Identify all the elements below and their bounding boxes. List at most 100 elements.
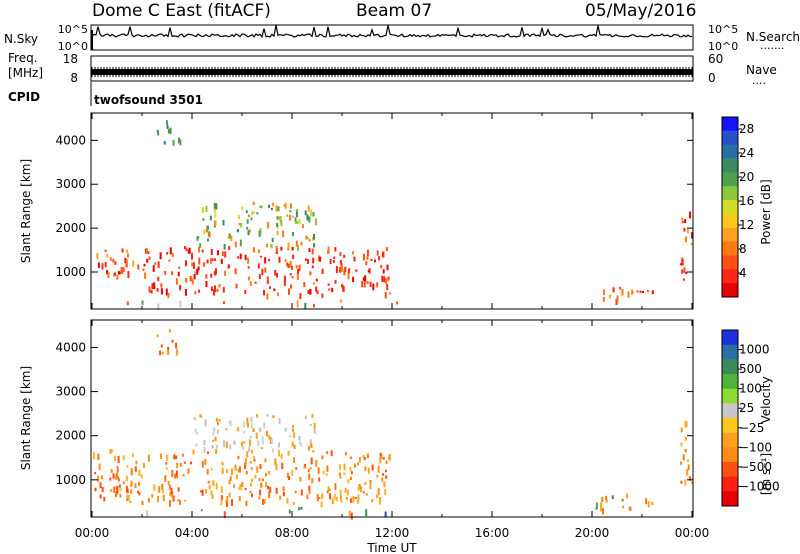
- range-cell: [184, 246, 186, 250]
- range-cell: [176, 476, 179, 479]
- y-tick-label: 1000: [55, 265, 86, 279]
- range-cell: [350, 512, 353, 520]
- range-cell: [626, 493, 628, 499]
- range-cell: [315, 278, 318, 282]
- range-cell: [362, 491, 365, 494]
- range-cell: [151, 283, 154, 289]
- range-cell: [213, 202, 216, 209]
- nsearch-label: N.Search: [746, 30, 800, 44]
- range-cell: [249, 490, 252, 494]
- range-cell: [595, 507, 598, 510]
- range-cell: [681, 269, 684, 274]
- range-cell: [231, 499, 233, 506]
- range-cell: [125, 259, 128, 265]
- range-cell: [248, 229, 251, 233]
- range-cell: [226, 469, 228, 473]
- range-cell: [213, 271, 216, 276]
- range-cell: [229, 476, 232, 481]
- y-tick-label: 4000: [55, 340, 86, 354]
- range-cell: [245, 470, 248, 475]
- colorbar-segment: [722, 447, 738, 463]
- range-cell: [235, 474, 238, 480]
- range-cell: [177, 499, 180, 502]
- power-colorbar-label: Power [dB]: [759, 179, 773, 244]
- range-cell: [367, 467, 370, 474]
- range-cell: [379, 452, 382, 458]
- range-cell: [197, 266, 200, 271]
- range-cell: [369, 480, 372, 485]
- range-cell: [160, 453, 163, 459]
- velocity-colorbar: 1000 500 100 25 −25 −100 −500 −1000: [721, 329, 780, 507]
- range-cell: [204, 458, 207, 465]
- range-cell: [161, 483, 164, 491]
- colorbar-tick-label: −1000: [739, 479, 780, 493]
- range-cell: [142, 268, 145, 271]
- range-cell: [244, 457, 247, 465]
- range-cell: [339, 267, 341, 273]
- range-cell: [362, 455, 365, 458]
- range-cell: [223, 243, 226, 250]
- range-cell: [342, 285, 345, 293]
- range-cell: [308, 248, 311, 252]
- range-cell: [307, 469, 310, 473]
- range-cell: [277, 449, 280, 457]
- range-cell: [343, 269, 346, 276]
- range-cell: [268, 258, 270, 262]
- range-cell: [213, 258, 216, 262]
- y-tick-label: 3000: [55, 177, 86, 191]
- range-cell: [321, 293, 324, 298]
- range-cell: [206, 225, 209, 230]
- range-cell: [364, 275, 367, 282]
- range-cell: [275, 251, 278, 254]
- range-cell: [176, 462, 179, 468]
- range-cell: [242, 421, 245, 428]
- range-cell: [295, 240, 298, 247]
- range-cell: [240, 223, 243, 228]
- colorbar-tick-label: −25: [739, 421, 764, 435]
- range-cell: [289, 273, 292, 276]
- range-cell: [171, 271, 174, 275]
- range-cell: [256, 466, 259, 473]
- range-cell: [264, 473, 267, 477]
- range-cell: [380, 264, 383, 269]
- colorbar-segment: [722, 462, 738, 478]
- range-cell: [250, 422, 253, 429]
- range-cell: [178, 137, 181, 144]
- range-cell: [261, 439, 264, 445]
- range-cell: [205, 205, 208, 212]
- range-cell: [601, 497, 604, 502]
- range-cell: [170, 487, 173, 495]
- range-cell: [202, 207, 204, 213]
- range-cell: [152, 265, 155, 272]
- range-cell: [276, 223, 279, 227]
- range-cell: [365, 493, 368, 496]
- range-cell: [681, 217, 684, 221]
- range-cell: [167, 129, 170, 134]
- range-cell: [261, 205, 264, 209]
- range-cell: [381, 251, 384, 258]
- range-cell: [307, 290, 310, 294]
- range-cell: [328, 288, 331, 291]
- range-cell: [214, 436, 217, 442]
- range-cell: [175, 349, 178, 356]
- range-cell: [252, 201, 255, 206]
- range-cell: [94, 487, 97, 492]
- range-cell: [119, 488, 122, 491]
- range-cell: [275, 463, 278, 471]
- range-cell: [215, 482, 218, 490]
- range-cell: [122, 481, 125, 485]
- range-cell: [202, 218, 205, 221]
- range-cell: [611, 495, 614, 499]
- range-cell: [311, 265, 314, 269]
- range-cell: [619, 286, 622, 290]
- range-cell: [326, 490, 329, 493]
- range-cell: [251, 449, 254, 454]
- range-cell: [113, 486, 116, 493]
- range-cell: [160, 283, 163, 288]
- range-cell: [233, 440, 236, 445]
- range-cell: [298, 507, 301, 511]
- range-cell: [98, 463, 101, 470]
- freq-tick-bottom: 8: [70, 71, 78, 85]
- noise-tick-right-top: 10^5: [708, 23, 738, 36]
- range-cell: [308, 216, 311, 223]
